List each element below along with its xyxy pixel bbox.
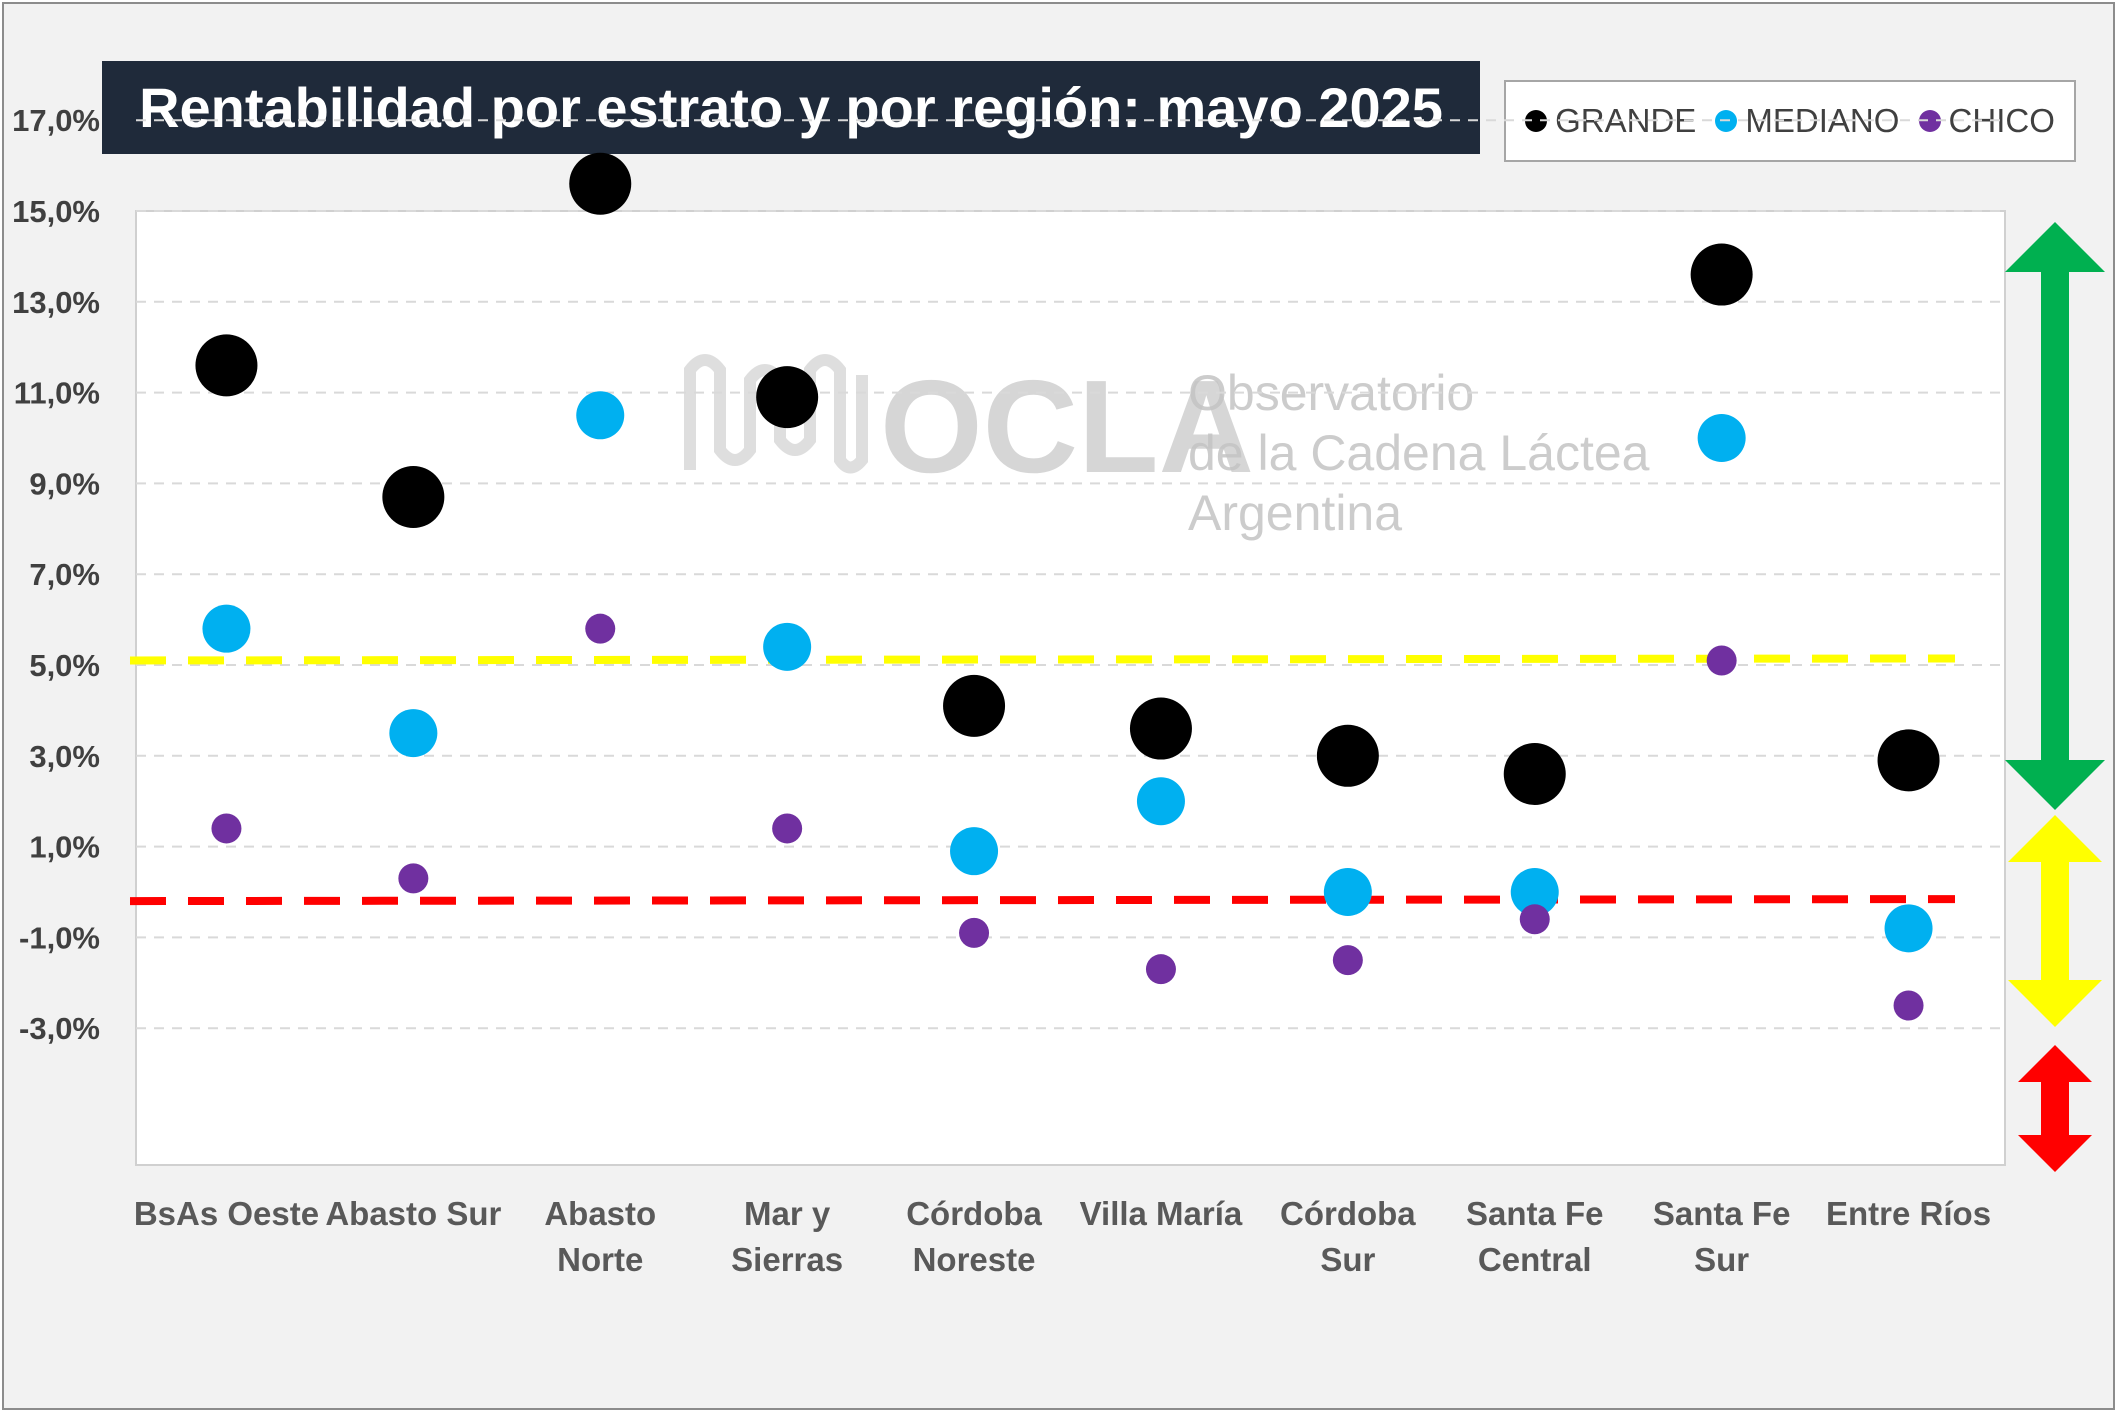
x-category-label: Mar y	[744, 1195, 831, 1232]
arrow-yellow	[2008, 815, 2102, 1027]
point-grande	[1316, 724, 1379, 787]
x-category-label: Córdoba	[1280, 1195, 1416, 1232]
legend-item-chico: CHICO	[1918, 102, 2055, 140]
point-mediano	[1510, 868, 1559, 916]
y-tick-label: 15,0%	[12, 194, 100, 229]
point-chico	[1145, 954, 1176, 985]
point-mediano	[1136, 777, 1185, 826]
watermark-line3: Argentina	[1188, 485, 1402, 541]
point-grande	[1129, 697, 1192, 760]
x-category-label: Córdoba	[906, 1195, 1042, 1232]
chart-title: Rentabilidad por estrato y por región: m…	[102, 61, 1480, 154]
watermark-brand: OCLA	[880, 353, 1254, 500]
y-tick-label: 1,0%	[29, 830, 100, 865]
x-category-label: Sur	[1320, 1241, 1375, 1278]
watermark-line2: de la Cadena Láctea	[1188, 425, 1650, 481]
y-tick-label: -3,0%	[19, 1011, 100, 1046]
point-mediano	[763, 622, 812, 671]
point-grande	[1690, 243, 1753, 306]
x-category-label: Abasto	[544, 1195, 656, 1232]
x-category-label: Abasto Sur	[325, 1195, 501, 1232]
range-arrows	[2005, 222, 2105, 1172]
x-category-label: Noreste	[913, 1241, 1036, 1278]
point-chico	[959, 917, 990, 948]
point-grande	[382, 466, 445, 529]
point-chico	[772, 813, 803, 844]
point-grande	[1877, 729, 1940, 792]
plot-area	[135, 210, 2006, 1166]
point-chico	[1893, 990, 1924, 1021]
legend-dot-chico	[1918, 110, 1941, 132]
point-mediano	[950, 827, 999, 876]
x-category-label: Central	[1478, 1241, 1592, 1278]
legend-dot-grande	[1525, 110, 1548, 132]
y-tick-label: -1,0%	[19, 920, 100, 955]
x-category-label: Santa Fe	[1653, 1195, 1791, 1232]
point-grande	[1503, 742, 1566, 805]
point-grande	[756, 366, 819, 429]
x-category-label: Sur	[1694, 1241, 1749, 1278]
y-tick-label: 3,0%	[29, 739, 100, 774]
y-tick-label: 13,0%	[12, 285, 100, 320]
threshold-line-high	[129, 654, 1956, 665]
y-tick-label: 11,0%	[14, 376, 100, 411]
y-tick-label: 5,0%	[29, 648, 100, 683]
x-category-label: Villa María	[1080, 1195, 1243, 1232]
point-chico	[585, 613, 616, 644]
point-chico	[1706, 645, 1737, 676]
y-tick-label: 7,0%	[29, 557, 100, 592]
x-category-label: BsAs Oeste	[134, 1195, 319, 1232]
arrow-green	[2005, 222, 2105, 810]
point-mediano	[202, 604, 251, 653]
point-mediano	[1323, 868, 1372, 916]
point-grande	[195, 334, 258, 397]
point-chico	[1519, 904, 1550, 935]
point-grande	[943, 674, 1006, 737]
point-chico	[398, 863, 429, 894]
point-mediano	[576, 391, 625, 440]
point-mediano	[1884, 904, 1933, 953]
x-category-label: Sierras	[731, 1241, 843, 1278]
point-mediano	[1697, 414, 1746, 462]
x-category-label: Santa Fe	[1466, 1195, 1604, 1232]
x-category-label: Entre Ríos	[1826, 1195, 1991, 1232]
point-grande	[569, 152, 632, 215]
point-mediano	[389, 709, 438, 758]
legend-label-chico: CHICO	[1948, 102, 2055, 139]
x-category-label: Norte	[557, 1241, 643, 1278]
y-tick-label: 17,0%	[12, 103, 100, 138]
threshold-line-zero	[129, 895, 1956, 906]
point-chico	[211, 813, 242, 844]
point-chico	[1332, 945, 1363, 976]
y-tick-label: 9,0%	[29, 466, 100, 501]
arrow-red	[2018, 1045, 2092, 1172]
